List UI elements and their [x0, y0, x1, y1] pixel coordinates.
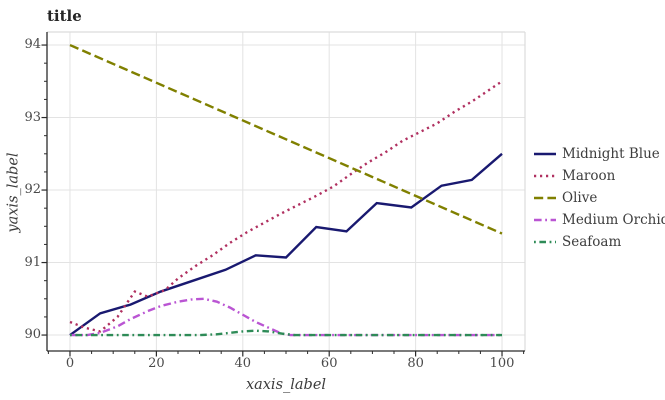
legend-swatch-dashed	[534, 196, 556, 200]
legend: Midnight Blue Maroon Olive Medium Orchid Sea…	[533, 146, 665, 250]
legend-item-midnight-blue: Midnight Blue	[533, 146, 665, 162]
series-line-maroon	[69, 80, 503, 333]
y-tick-label: 90	[24, 327, 41, 343]
y-tick-label: 92	[24, 182, 41, 198]
legend-swatch-dotted	[534, 174, 556, 178]
x-tick-label: 0	[65, 356, 75, 371]
y-tick-label: 94	[24, 37, 41, 53]
legend-label: Medium Orchid	[562, 212, 665, 228]
series-line-medium-orchid	[69, 297, 503, 337]
legend-item-olive: Olive	[533, 190, 665, 206]
legend-swatch-dotdash	[534, 240, 556, 244]
x-tick-label: 100	[489, 356, 515, 371]
y-tick-label: 91	[24, 254, 41, 270]
x-tick-label: 40	[234, 356, 252, 371]
x-tick-label: 60	[320, 356, 338, 371]
legend-label: Maroon	[562, 168, 616, 184]
legend-item-seafoam: Seafoam	[533, 234, 665, 250]
legend-item-maroon: Maroon	[533, 168, 665, 184]
series-line-midnight-blue	[69, 152, 503, 337]
chart-title: title	[47, 7, 82, 25]
x-tick-label: 20	[148, 356, 165, 371]
x-tick-label: 80	[407, 356, 424, 371]
legend-label: Olive	[562, 190, 598, 206]
y-tick-label: 93	[24, 109, 41, 125]
x-axis-label: xaxis_label	[245, 377, 327, 393]
legend-item-medium-orchid: Medium Orchid	[533, 212, 665, 228]
legend-label: Midnight Blue	[562, 146, 660, 162]
legend-swatch-dashdot	[534, 218, 556, 222]
series-line-olive	[69, 43, 503, 235]
series-line-seafoam	[69, 329, 503, 337]
legend-label: Seafoam	[562, 234, 622, 250]
legend-swatch-solid	[534, 152, 556, 156]
